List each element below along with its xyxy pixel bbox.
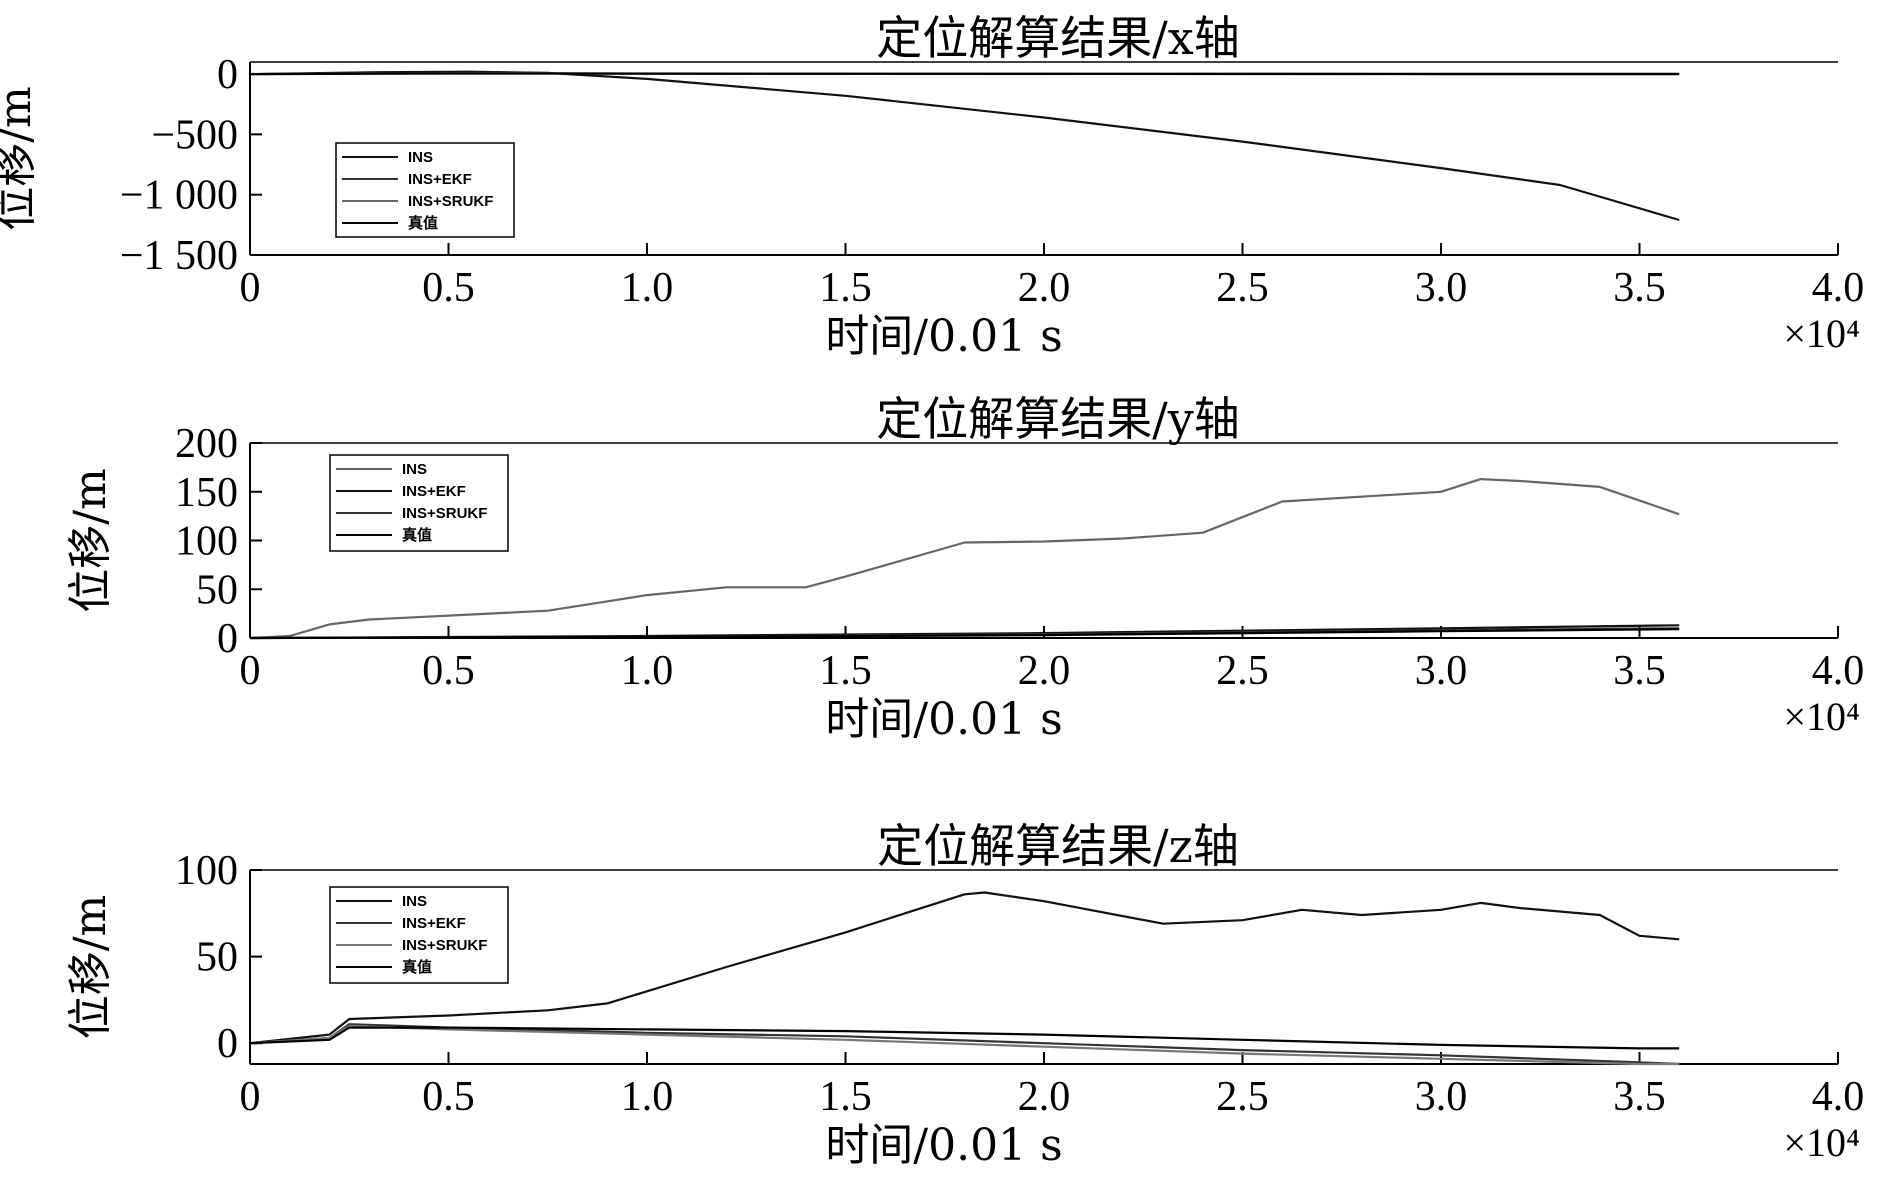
series-line-3 <box>249 1024 1680 1066</box>
x-tick-label: 1.0 <box>621 265 674 311</box>
y-tick-label: 100 <box>175 519 238 565</box>
chart-title: 定位解算结果/y轴 <box>876 392 1240 446</box>
legend: INS INS+EKF INS+SRUKF 真值 <box>335 142 515 238</box>
series-line-4 <box>249 1026 1680 1050</box>
legend-entry: 真值 <box>402 958 432 976</box>
chart-title: 定位解算结果/x轴 <box>876 11 1239 65</box>
y-axis-label: 位移/m <box>0 86 41 231</box>
x-tick-label: 3.0 <box>1415 1074 1468 1120</box>
x-tick-label: 0.5 <box>422 648 475 694</box>
x-tick-label: 3.5 <box>1613 265 1666 311</box>
x-axis-label: 时间/0.01 s <box>825 694 1062 745</box>
x-tick-label: 0 <box>240 1074 261 1120</box>
x-multiplier-label: ×10⁴ <box>1783 1120 1860 1165</box>
x-tick-label: 0.5 <box>422 265 475 311</box>
legend-entry: INS+SRUKF <box>408 193 493 210</box>
x-tick-label: 1.5 <box>819 648 872 694</box>
x-tick-label: 2.0 <box>1018 265 1071 311</box>
legend-entry: INS+EKF <box>402 915 466 932</box>
x-tick-label: 2.5 <box>1216 265 1269 311</box>
x-tick-label: 2.0 <box>1018 648 1071 694</box>
legend-entry: INS <box>408 149 433 166</box>
x-multiplier-label: ×10⁴ <box>1783 311 1860 356</box>
legend-entry: INS+EKF <box>408 171 472 188</box>
series-line-4 <box>249 72 1680 76</box>
legend-entry: 真值 <box>408 214 438 232</box>
x-tick-label: 1.5 <box>819 265 872 311</box>
x-tick-label: 4.0 <box>1812 648 1865 694</box>
panel-1: 0 0.5 1.0 1.5 2.0 2.5 3.0 3.5 4.0 0 −500 −1 000 −1 5… <box>0 11 1864 362</box>
y-axis-label: 位移/m <box>65 895 116 1040</box>
chart-title: 定位解算结果/z轴 <box>877 819 1239 873</box>
x-tick-label: 3.5 <box>1613 648 1666 694</box>
legend-entry: INS+EKF <box>402 483 466 500</box>
legend-entry: INS <box>402 893 427 910</box>
x-tick-label: 3.5 <box>1613 1074 1666 1120</box>
legend-entry: 真值 <box>402 526 432 544</box>
y-tick-label: 50 <box>196 935 238 981</box>
series-line-4 <box>249 628 1680 640</box>
y-tick-label: 0 <box>217 1021 238 1067</box>
y-axis-label: 位移/m <box>65 468 116 613</box>
x-tick-label: 1.0 <box>621 648 674 694</box>
x-tick-label: 1.5 <box>819 1074 872 1120</box>
y-tick-label: −1 000 <box>120 173 238 219</box>
x-axis-label: 时间/0.01 s <box>825 1120 1062 1171</box>
legend-entry: INS <box>402 461 427 478</box>
y-tick-label: 100 <box>175 848 238 894</box>
x-tick-label: 0.5 <box>422 1074 475 1120</box>
legend-entry: INS+SRUKF <box>402 505 487 522</box>
x-multiplier-label: ×10⁴ <box>1783 694 1860 739</box>
series-line-1 <box>249 70 1680 222</box>
x-tick-label: 1.0 <box>621 1074 674 1120</box>
legend: INS INS+EKF INS+SRUKF 真值 <box>329 454 509 552</box>
x-tick-label: 3.0 <box>1415 265 1468 311</box>
x-tick-label: 2.0 <box>1018 1074 1071 1120</box>
panel-3: 0 0.5 1.0 1.5 2.0 2.5 3.0 3.5 4.0 0 50 100 定位解算结果/z轴… <box>65 819 1864 1171</box>
x-tick-label: 3.0 <box>1415 648 1468 694</box>
legend: INS INS+EKF INS+SRUKF 真值 <box>329 886 509 984</box>
y-tick-label: 200 <box>175 421 238 467</box>
y-tick-label: 150 <box>175 470 238 516</box>
y-tick-label: −1 500 <box>120 233 238 279</box>
x-tick-label: 4.0 <box>1812 265 1865 311</box>
y-tick-label: 50 <box>196 567 238 613</box>
x-tick-label: 2.5 <box>1216 1074 1269 1120</box>
x-axis-label: 时间/0.01 s <box>825 311 1062 362</box>
x-tick-label: 4.0 <box>1812 1074 1865 1120</box>
legend-entry: INS+SRUKF <box>402 937 487 954</box>
x-tick-label: 2.5 <box>1216 648 1269 694</box>
series-line-1 <box>249 891 1680 1045</box>
x-tick-label: 0 <box>240 265 261 311</box>
y-tick-label: 0 <box>217 616 238 662</box>
series-line-1 <box>249 478 1680 640</box>
x-tick-label: 0 <box>240 648 261 694</box>
y-tick-label: 0 <box>217 52 238 98</box>
y-tick-label: −500 <box>151 112 238 158</box>
legend-box <box>335 142 515 238</box>
